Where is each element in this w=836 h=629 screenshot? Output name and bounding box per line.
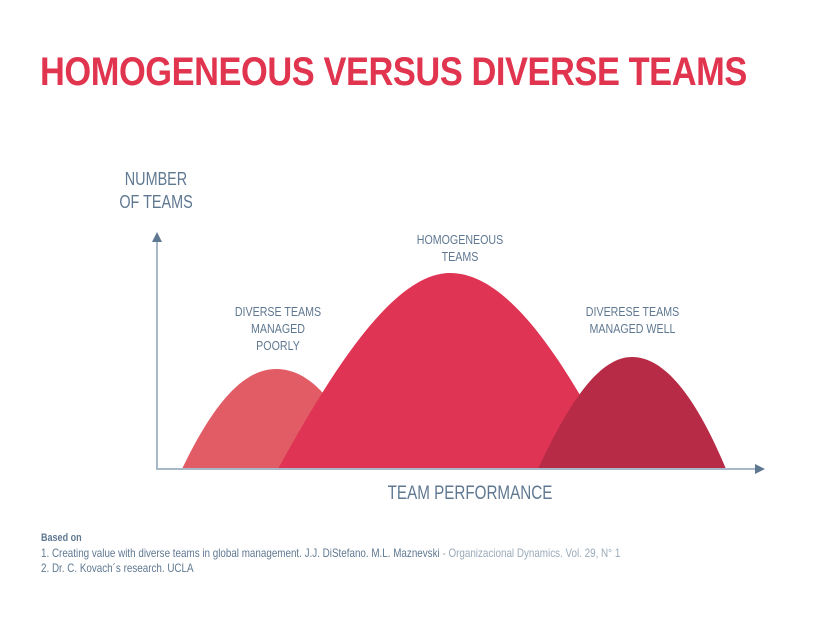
curve-label-diverse-well: DIVERESE TEAMS MANAGED WELL	[573, 303, 692, 337]
sources-heading: Based on	[41, 532, 82, 544]
label-line: MANAGED	[251, 321, 305, 336]
y-axis-label: NUMBER OF TEAMS	[108, 168, 204, 214]
curve-label-diverse-poorly: DIVERSE TEAMS MANAGED POORLY	[221, 303, 336, 354]
curve-homogeneous	[278, 273, 620, 469]
y-axis-arrow-icon	[152, 232, 162, 242]
curve-diverse-well	[538, 357, 726, 469]
y-axis-label-line2: OF TEAMS	[119, 192, 193, 212]
sources-footnote: Based on 1. Creating value with diverse …	[41, 531, 620, 576]
x-axis-arrow-icon	[755, 464, 765, 474]
page-title: HOMOGENEOUS VERSUS DIVERSE TEAMS	[40, 50, 747, 94]
source-item-2: 2. Dr. C. Kovach´s research. UCLA	[41, 561, 194, 575]
y-axis-label-line1: NUMBER	[124, 169, 188, 189]
source-item-1-separator: -	[439, 546, 449, 560]
label-line: DIVERSE TEAMS	[234, 304, 322, 319]
source-item-1-journal: Organizacional Dynamics. Vol. 29, N° 1	[448, 546, 621, 560]
label-line: DIVERESE TEAMS	[585, 304, 680, 319]
source-item-1-main: 1. Creating value with diverse teams in …	[41, 546, 440, 560]
label-line: HOMOGENEOUS	[416, 232, 504, 247]
label-line: TEAMS	[441, 249, 479, 264]
curve-label-homogeneous: HOMOGENEOUS TEAMS	[403, 231, 518, 265]
label-line: MANAGED WELL	[589, 321, 676, 336]
source-item-1: 1. Creating value with diverse teams in …	[41, 546, 620, 561]
label-line: POORLY	[256, 338, 300, 353]
x-axis-label: TEAM PERFORMANCE	[387, 483, 553, 504]
